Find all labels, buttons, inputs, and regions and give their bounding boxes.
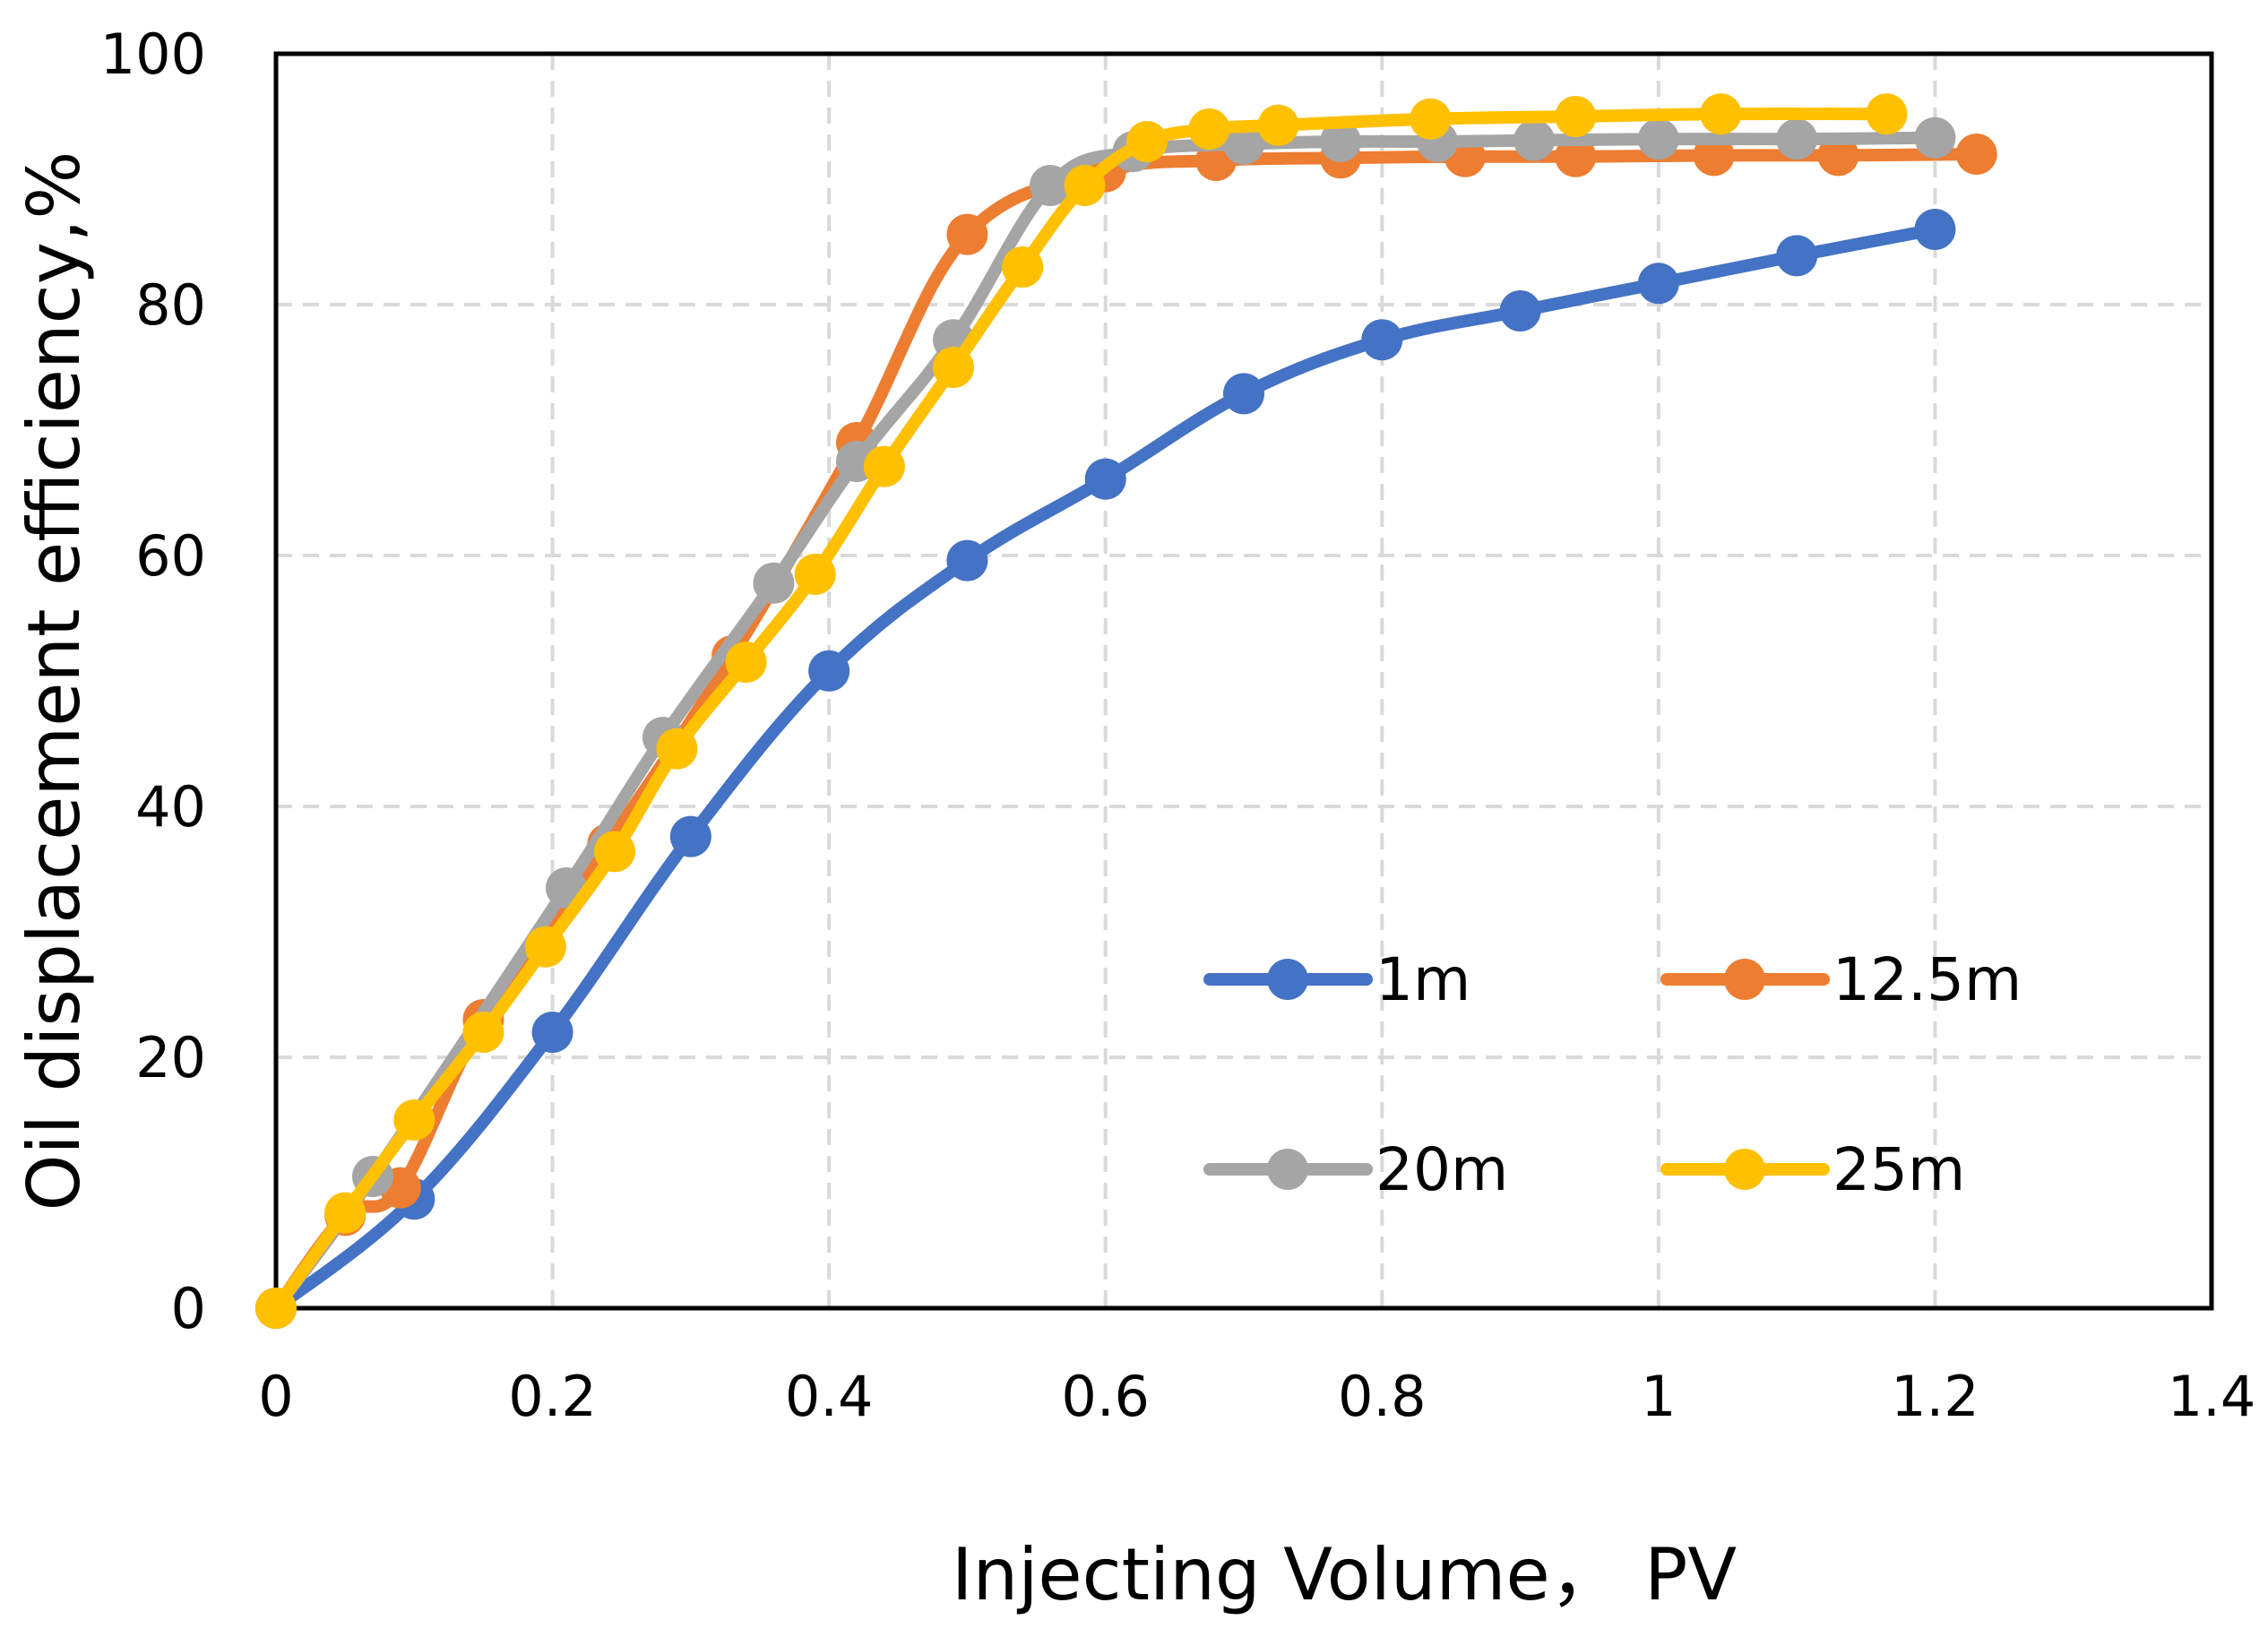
series-line	[270, 148, 1983, 1314]
series-1m	[255, 209, 1956, 1329]
series-25m	[255, 93, 1908, 1329]
data-point	[1499, 290, 1541, 332]
legend-item-25m: 25m	[1660, 1135, 1965, 1204]
data-point	[1866, 93, 1908, 135]
x-tick-label: 0	[258, 1364, 293, 1429]
legend-label-25m: 25m	[1833, 1135, 1965, 1204]
legend-item-20m: 20m	[1203, 1135, 1508, 1204]
legend-item-12-5m: 12.5m	[1660, 945, 2022, 1014]
data-point	[794, 554, 836, 595]
y-tick-labels: 0 20 40 60 80 100	[100, 22, 206, 1341]
data-point	[1002, 246, 1044, 288]
data-point	[1188, 108, 1230, 150]
y-tick-label: 100	[100, 22, 206, 87]
legend-item-1m: 1m	[1203, 945, 1470, 1014]
series-12-5m	[255, 134, 1997, 1329]
data-point	[808, 650, 850, 692]
legend: 1m 12.5m 20m 25m	[1203, 945, 2022, 1204]
data-point	[946, 539, 988, 582]
data-point	[531, 1012, 573, 1053]
data-point	[725, 642, 767, 683]
legend-swatch-marker	[1724, 959, 1765, 1000]
x-tick-label: 1.2	[1891, 1364, 1979, 1429]
data-point	[1637, 263, 1679, 305]
series-layer	[255, 93, 1997, 1329]
x-tick-labels: 0 0.2 0.4 0.6 0.8 1 1.2 1.4	[258, 1364, 2255, 1429]
legend-swatch-marker	[1267, 959, 1308, 1000]
series-20m	[255, 116, 1956, 1329]
y-axis-title: Oil displacement efficiency,%	[13, 151, 96, 1211]
data-point	[524, 926, 566, 968]
y-tick-label: 20	[135, 1025, 206, 1090]
data-point	[324, 1192, 367, 1234]
data-point	[462, 1012, 504, 1053]
data-point	[1555, 96, 1597, 137]
data-point	[393, 1099, 435, 1141]
x-tick-label: 0.2	[508, 1364, 597, 1429]
x-tick-label: 0.4	[785, 1364, 874, 1429]
plot-area-frame	[273, 51, 2214, 1311]
legend-swatch-marker	[1267, 1149, 1308, 1190]
data-point	[656, 728, 698, 770]
data-point	[1776, 235, 1818, 277]
data-point	[594, 831, 635, 873]
data-point	[1223, 373, 1264, 415]
data-point	[1914, 209, 1956, 250]
data-point	[1914, 116, 1956, 159]
data-point	[1361, 319, 1403, 361]
data-point	[669, 815, 711, 857]
data-point	[1030, 165, 1071, 206]
legend-label-20m: 20m	[1375, 1135, 1508, 1204]
data-point	[1555, 135, 1597, 177]
data-point	[1126, 121, 1168, 162]
data-point	[1776, 118, 1818, 160]
data-point	[1637, 118, 1679, 160]
data-point	[1320, 121, 1361, 162]
data-point	[933, 347, 974, 388]
data-point	[1257, 104, 1299, 146]
y-tick-label: 0	[171, 1276, 206, 1341]
data-point	[1700, 93, 1742, 135]
data-point	[1223, 123, 1264, 165]
data-point	[1410, 98, 1452, 140]
legend-swatch-marker	[1724, 1149, 1765, 1190]
data-point	[255, 1288, 297, 1329]
y-tick-label: 40	[135, 774, 206, 840]
data-point	[1513, 119, 1555, 161]
data-point	[1064, 165, 1106, 206]
data-point	[753, 562, 795, 604]
x-axis-title: Injecting Volume， PV	[952, 1533, 1737, 1616]
y-tick-label: 80	[135, 272, 206, 338]
x-tick-label: 1	[1641, 1364, 1676, 1429]
data-point	[863, 445, 905, 487]
y-tick-label: 60	[135, 523, 206, 589]
x-tick-label: 0.8	[1338, 1364, 1427, 1429]
x-tick-label: 0.6	[1061, 1364, 1150, 1429]
data-point	[1955, 134, 1997, 175]
data-point	[1084, 458, 1126, 500]
data-point	[946, 213, 988, 255]
x-tick-label: 1.4	[2168, 1364, 2256, 1429]
legend-label-1m: 1m	[1375, 945, 1470, 1014]
legend-label-12-5m: 12.5m	[1833, 945, 2022, 1014]
